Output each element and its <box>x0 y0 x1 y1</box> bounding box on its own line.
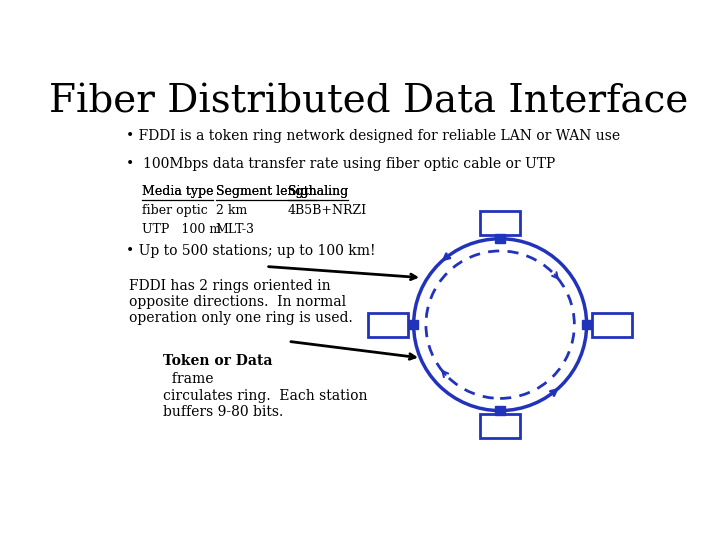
Text: Media type: Media type <box>142 185 213 198</box>
Text: •  100Mbps data transfer rate using fiber optic cable or UTP: • 100Mbps data transfer rate using fiber… <box>126 157 556 171</box>
Text: UTP   100 m: UTP 100 m <box>142 223 221 236</box>
Text: Segment length: Segment length <box>215 185 316 198</box>
Bar <box>495 234 505 244</box>
Text: Fiber Distributed Data Interface: Fiber Distributed Data Interface <box>49 84 689 120</box>
Bar <box>593 313 632 337</box>
Bar <box>582 320 591 329</box>
Text: Media type: Media type <box>142 185 213 198</box>
Text: Segment length: Segment length <box>215 185 316 198</box>
Text: • Up to 500 stations; up to 100 km!: • Up to 500 stations; up to 100 km! <box>126 244 376 258</box>
Text: FDDI has 2 rings oriented in
opposite directions.  In normal
operation only one : FDDI has 2 rings oriented in opposite di… <box>129 279 353 325</box>
Bar <box>495 406 505 415</box>
Text: 4B5B+NRZI: 4B5B+NRZI <box>288 204 367 217</box>
Text: frame
circulates ring.  Each station
buffers 9-80 bits.: frame circulates ring. Each station buff… <box>163 373 367 419</box>
Text: Signaling: Signaling <box>288 185 348 198</box>
Text: Signaling: Signaling <box>288 185 348 198</box>
Text: 2 km: 2 km <box>215 204 247 217</box>
Text: Token or Data: Token or Data <box>163 354 272 368</box>
Bar <box>480 414 521 438</box>
Bar <box>409 320 418 329</box>
Bar <box>368 313 408 337</box>
Text: MLT-3: MLT-3 <box>215 223 255 236</box>
Bar <box>480 211 521 235</box>
Text: fiber optic: fiber optic <box>142 204 207 217</box>
Text: • FDDI is a token ring network designed for reliable LAN or WAN use: • FDDI is a token ring network designed … <box>126 129 621 143</box>
